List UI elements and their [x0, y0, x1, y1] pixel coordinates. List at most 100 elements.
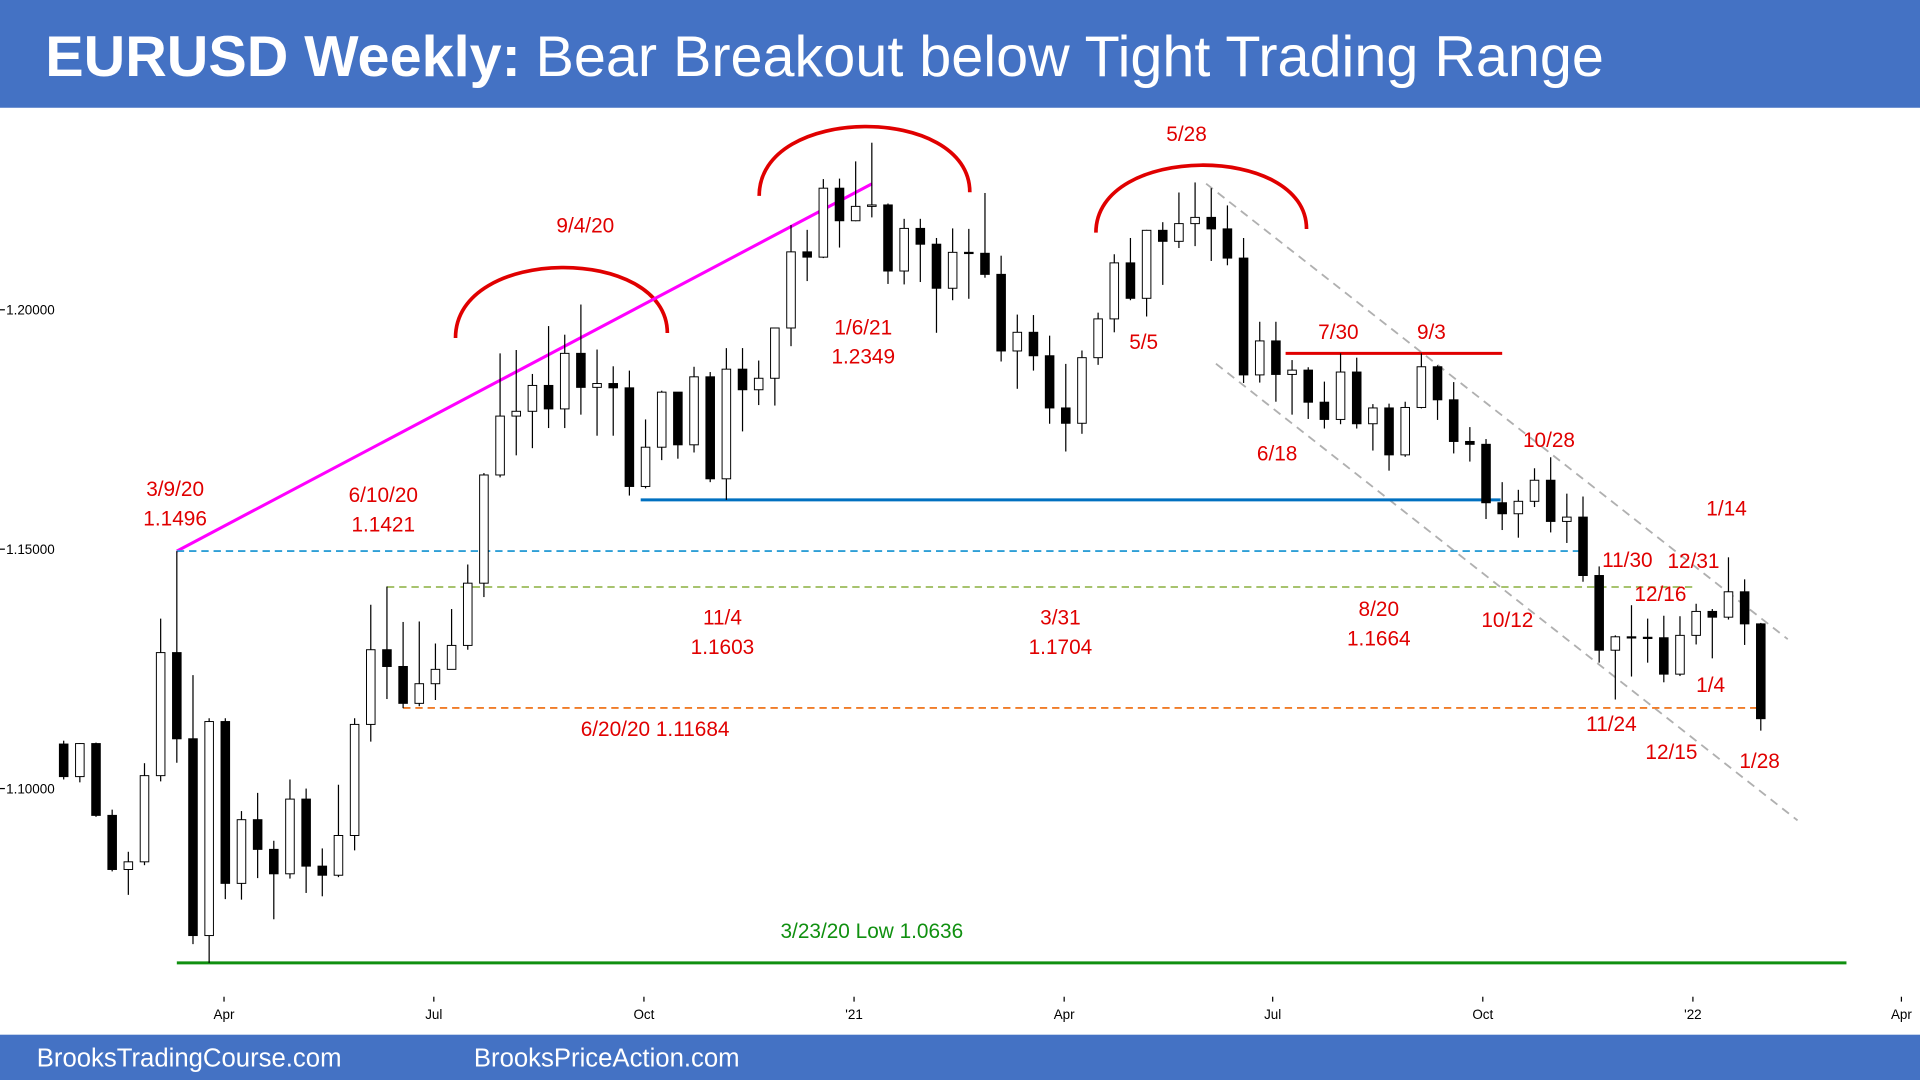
annotation: 5/5 [1129, 331, 1158, 354]
annotation: 12/16 [1634, 583, 1686, 606]
candle-body [850, 205, 861, 222]
candle-body [689, 376, 699, 446]
candle-body [1093, 318, 1103, 359]
candle-body [349, 723, 360, 836]
annotation: 11/24 [1586, 713, 1637, 736]
annotation: 1/14 [1706, 498, 1746, 521]
candle-body [269, 848, 279, 875]
candle-body [1319, 401, 1330, 420]
candle-body [1061, 407, 1071, 424]
candle-body [980, 252, 990, 275]
candle-body [155, 652, 166, 777]
x-tick-label: Jul [425, 1007, 442, 1022]
annotation: 10/28 [1523, 429, 1575, 452]
candle-body [559, 352, 570, 410]
candle-body [139, 775, 150, 863]
channel-line [1215, 362, 1799, 822]
candle-body [883, 204, 893, 272]
candle-body [107, 814, 117, 870]
candle-body [1481, 443, 1491, 504]
candle-body [1368, 407, 1378, 425]
candle-body [1287, 369, 1297, 375]
candle-body [58, 743, 69, 778]
candle-body [640, 446, 651, 487]
candle-body [1012, 331, 1023, 352]
annotation: 1.1496 [143, 507, 207, 530]
candle-body [947, 251, 958, 289]
annotation: 3/9/20 [146, 478, 204, 501]
annotation: 1.1421 [351, 513, 415, 536]
candle-body [236, 819, 247, 884]
x-tick-label: Oct [1472, 1007, 1493, 1022]
annotation: 1.1664 [1347, 627, 1411, 650]
channel-line [1205, 182, 1789, 640]
candle-body [608, 383, 618, 389]
candle-body [1271, 340, 1281, 375]
candle-body [770, 327, 780, 379]
candle-body [317, 865, 328, 876]
candle-body [333, 835, 344, 876]
annotation: 9/3 [1417, 321, 1446, 344]
annotation: 8/20 [1359, 598, 1399, 621]
candle-body [123, 861, 134, 870]
candle-body [1141, 229, 1152, 299]
candle-body [1109, 262, 1120, 320]
candle-body [1642, 636, 1653, 639]
candle-body [1739, 591, 1750, 625]
candle-body [1691, 610, 1701, 636]
candle-body [1335, 371, 1346, 420]
candle-body [1351, 371, 1362, 425]
x-tick-label: Jul [1264, 1007, 1281, 1022]
header-title: EURUSD Weekly: Bear Breakout below Tight … [45, 25, 1604, 89]
candle-body [204, 721, 214, 937]
arc [1094, 163, 1309, 233]
candle-body [1545, 479, 1556, 522]
candle-body [1448, 399, 1459, 442]
candle-body [1529, 479, 1540, 502]
candle-body [188, 738, 198, 937]
annotation: 10/12 [1481, 609, 1533, 632]
candle-body [446, 644, 457, 670]
candle-body [656, 391, 667, 448]
candle-body [705, 376, 715, 480]
annotation: 11/4 [703, 606, 742, 629]
candle-body [1222, 228, 1233, 259]
channel-lines [1205, 182, 1799, 822]
arc [757, 124, 972, 196]
candle-body [301, 798, 311, 867]
candle-body [834, 187, 845, 222]
candle-body [915, 227, 926, 245]
candle-body [1594, 575, 1604, 651]
x-tick-label: '21 [845, 1007, 863, 1022]
candle-body [867, 204, 877, 207]
arc [453, 265, 670, 338]
annotation: 11/30 [1602, 549, 1653, 572]
annotation: 1.2349 [831, 346, 895, 369]
title-bold: EURUSD Weekly: [45, 25, 520, 89]
candle-body [1497, 502, 1507, 515]
candle-body [576, 352, 586, 388]
candle-body [495, 415, 505, 476]
candle-body [1190, 216, 1200, 225]
annotation: 1.1603 [691, 636, 755, 659]
candle-body [1610, 636, 1621, 651]
annotation: 3/31 [1040, 606, 1080, 629]
annotation: 6/18 [1257, 442, 1297, 465]
footer-right: BrooksPriceAction.com [474, 1045, 740, 1073]
candle-body [285, 798, 295, 875]
annotation: 12/15 [1645, 741, 1697, 764]
candle-body [1707, 610, 1718, 618]
candle-body [527, 384, 538, 412]
candle-body [1206, 216, 1217, 230]
y-tick-label: 1.15000 [6, 542, 55, 557]
overlay-line [176, 182, 873, 553]
candle-body [172, 652, 182, 740]
candle-body [1125, 262, 1136, 299]
x-tick-label: Apr [214, 1007, 235, 1022]
candle-body [1174, 223, 1184, 242]
candle-body [721, 368, 732, 480]
annotation: 1.1704 [1029, 636, 1093, 659]
candle-body [91, 743, 101, 816]
